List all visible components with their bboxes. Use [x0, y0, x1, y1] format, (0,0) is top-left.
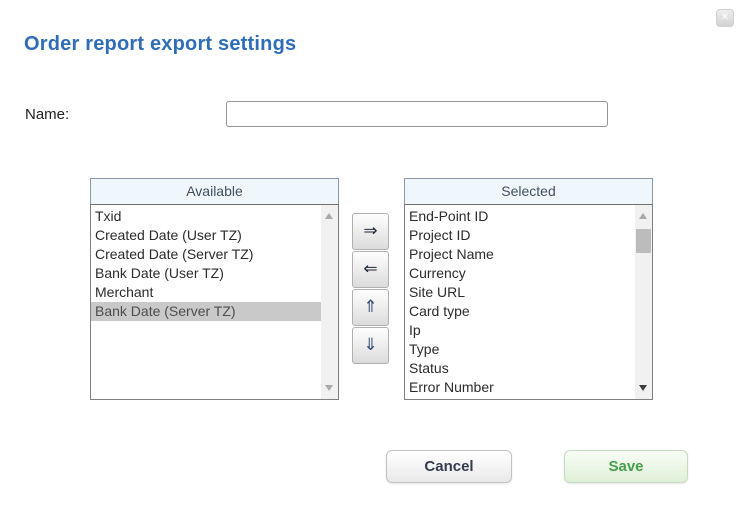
dialog-title: Order report export settings: [24, 33, 297, 55]
list-item-highlighted[interactable]: Bank Date (Server TZ): [91, 302, 321, 321]
scroll-up-icon[interactable]: [639, 213, 647, 219]
available-panel: Available Txid Created Date (User TZ) Cr…: [90, 178, 339, 400]
available-scrollbar[interactable]: [321, 205, 338, 399]
list-item[interactable]: Created Date (User TZ): [95, 227, 242, 243]
save-button[interactable]: Save: [564, 450, 688, 483]
list-item[interactable]: Site URL: [409, 284, 466, 300]
scroll-down-icon[interactable]: [639, 385, 647, 391]
selected-scrollbar[interactable]: [635, 205, 652, 399]
transfer-buttons: ⇒ ⇐ ⇑ ⇓: [352, 213, 389, 364]
list-item[interactable]: Project Name: [409, 246, 494, 262]
list-item[interactable]: Type: [409, 341, 440, 357]
list-item[interactable]: Merchant: [95, 284, 154, 300]
move-right-button[interactable]: ⇒: [352, 213, 389, 250]
scrollbar-thumb[interactable]: [636, 229, 651, 253]
list-item[interactable]: Ip: [409, 322, 421, 338]
selected-panel: Selected End-Point ID Project ID Project…: [404, 178, 653, 400]
available-header: Available: [90, 178, 339, 205]
list-item[interactable]: Bank Date (User TZ): [95, 265, 224, 281]
selected-listbox[interactable]: End-Point ID Project ID Project Name Cur…: [404, 204, 653, 400]
list-item[interactable]: Error Number: [409, 379, 494, 395]
list-item[interactable]: Created Date (Server TZ): [95, 246, 254, 262]
list-item[interactable]: Card type: [409, 303, 470, 319]
move-left-button[interactable]: ⇐: [352, 251, 389, 288]
scroll-up-icon[interactable]: [325, 213, 333, 219]
move-down-button[interactable]: ⇓: [352, 327, 389, 364]
cancel-button[interactable]: Cancel: [386, 450, 512, 483]
scroll-down-icon[interactable]: [325, 385, 333, 391]
list-item[interactable]: Status: [409, 360, 449, 376]
move-up-button[interactable]: ⇑: [352, 289, 389, 326]
list-item[interactable]: Project ID: [409, 227, 471, 243]
name-input[interactable]: [226, 101, 608, 127]
selected-header: Selected: [404, 178, 653, 205]
list-item[interactable]: Currency: [409, 265, 466, 281]
close-icon[interactable]: ✕: [716, 9, 734, 27]
list-item[interactable]: End-Point ID: [409, 208, 489, 224]
list-item[interactable]: Txid: [95, 208, 122, 224]
available-listbox[interactable]: Txid Created Date (User TZ) Created Date…: [90, 204, 339, 400]
name-label: Name:: [25, 106, 70, 123]
